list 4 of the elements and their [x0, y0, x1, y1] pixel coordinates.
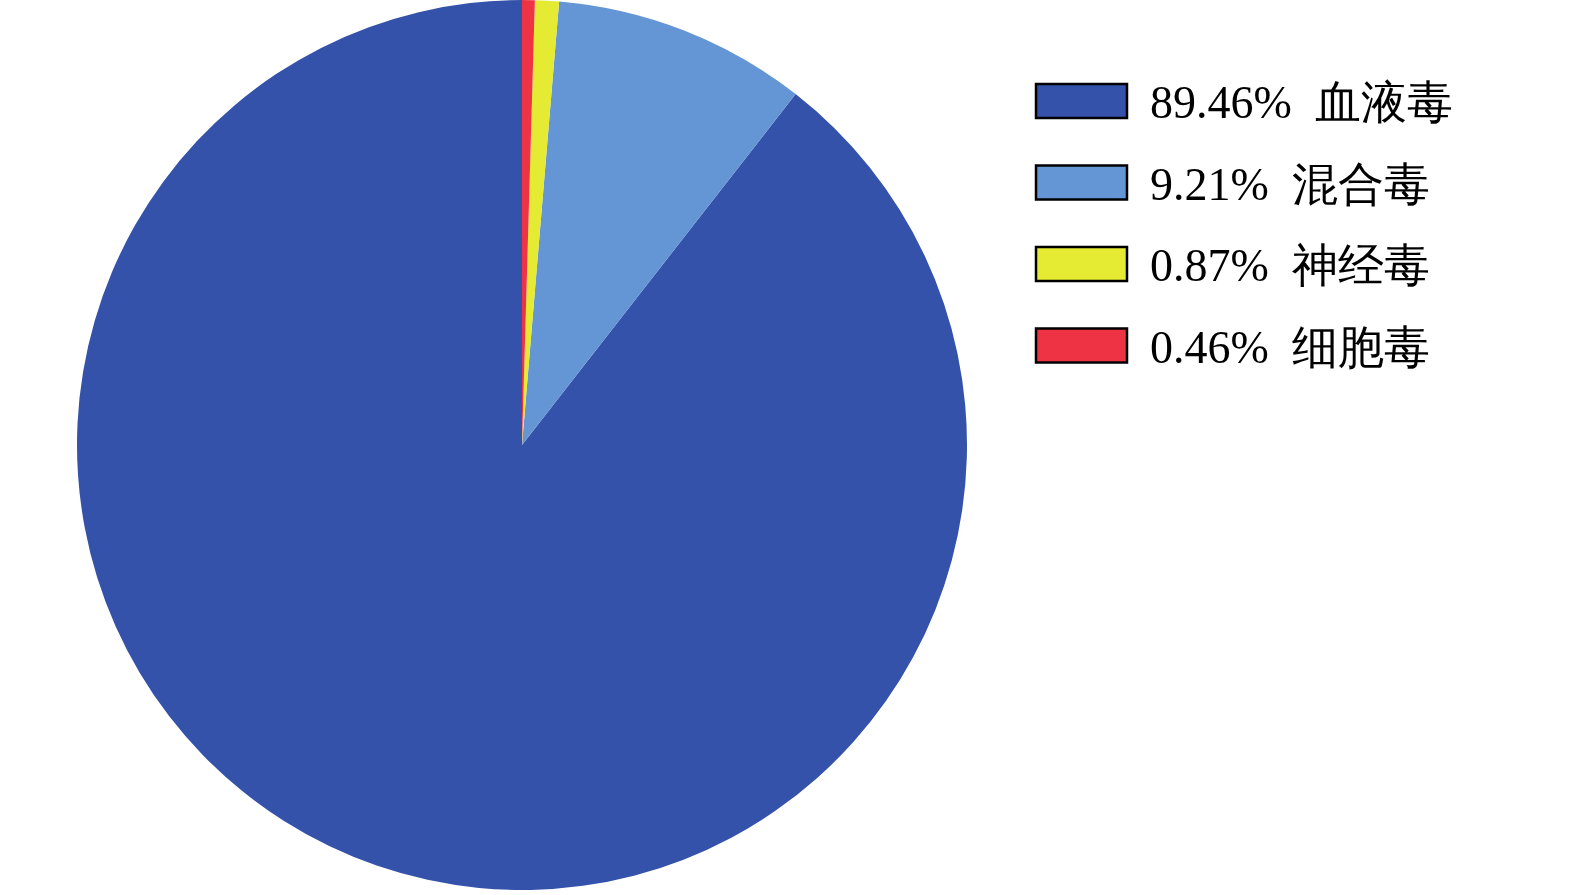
- legend-label: 9.21% 混合毒: [1150, 158, 1430, 210]
- legend-label: 0.46% 细胞毒: [1150, 321, 1430, 373]
- legend-label: 89.46% 血液毒: [1150, 77, 1453, 128]
- legend-label: 0.87% 神经毒: [1150, 240, 1430, 291]
